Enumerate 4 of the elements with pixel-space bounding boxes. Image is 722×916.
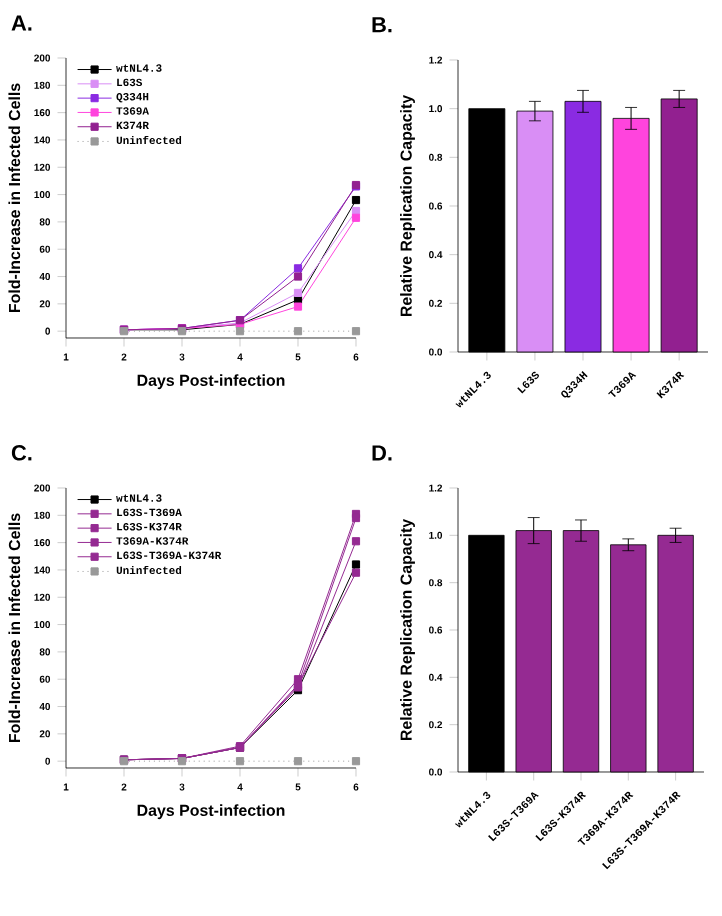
chart-title: A. [11, 15, 32, 31]
chart-title: D. [372, 445, 392, 461]
chart-title: C. [11, 445, 32, 461]
chart-title: B. [372, 17, 392, 33]
